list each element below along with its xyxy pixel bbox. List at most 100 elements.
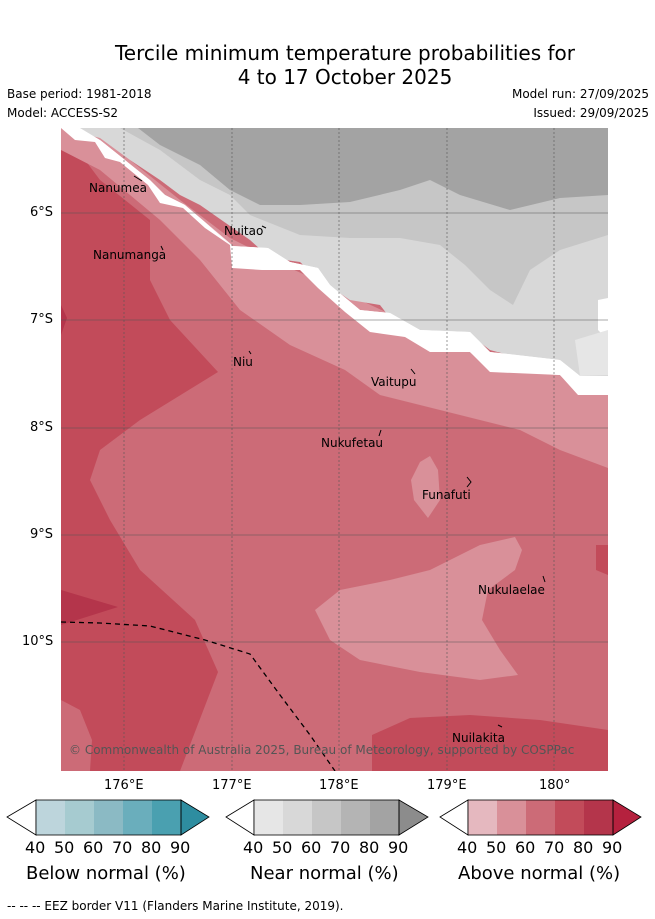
below-tick-80: 80: [141, 838, 162, 857]
below-tick-90: 90: [170, 838, 191, 857]
above-swatch-4: [584, 800, 613, 835]
below-outline: [35, 799, 182, 836]
place-nanumanga: Nanumanga: [93, 248, 167, 262]
near-normal-title: Near normal (%): [250, 863, 399, 884]
island-nukufetau: [378, 429, 382, 437]
place-funafuti: Funafuti: [422, 488, 471, 502]
above-tick-60: 60: [515, 838, 536, 857]
lat-label-9s: 9°S: [30, 527, 54, 542]
place-nuilakita: Nuilakita: [452, 731, 505, 745]
island-vaitupu: [410, 368, 416, 375]
above-70-80-zone-east: [596, 545, 608, 575]
lat-label-10s: 10°S: [22, 634, 54, 649]
above-50-60-zone-south: [315, 537, 522, 680]
above-outline: [467, 799, 614, 836]
above-normal-title: Above normal (%): [458, 863, 621, 884]
below-swatch-3: [123, 800, 152, 835]
model-name: Model: ACCESS-S2: [7, 106, 119, 120]
near-tick-80: 80: [359, 838, 380, 857]
lat-label-7s: 7°S: [30, 312, 54, 327]
base-period: Base period: 1981-2018: [7, 87, 152, 101]
lon-label-177: 177°E: [212, 778, 252, 793]
model-run: Model run: 27/09/2025: [511, 87, 649, 101]
near-swatch-2: [312, 800, 341, 835]
above-swatch-3: [555, 800, 584, 835]
island-nuitao: [261, 225, 267, 229]
near-swatch-0: [254, 800, 283, 835]
below-swatch-4: [152, 800, 181, 835]
place-niu: Niu: [233, 355, 253, 369]
island-funafuti: [466, 476, 472, 488]
lon-label-178: 178°E: [319, 778, 359, 793]
below-lower-arrow: [6, 799, 37, 836]
island-nukulaelae: [542, 575, 546, 583]
above-tick-50: 50: [486, 838, 507, 857]
above-50-60-patch: [411, 456, 440, 518]
grid-lines: [123, 128, 555, 771]
above-70-80-zone-south: [372, 715, 608, 771]
near-40-50-patch: [575, 330, 608, 376]
above-tick-40: 40: [457, 838, 478, 857]
near-80-90-zone: [138, 128, 608, 210]
map-title-line1: Tercile minimum temperature probabilitie…: [114, 41, 576, 65]
near-swatch-4: [370, 800, 399, 835]
lat-label-6s: 6°S: [30, 205, 54, 220]
above-tick-70: 70: [544, 838, 565, 857]
below-normal-title: Below normal (%): [26, 863, 186, 884]
near-swatch-1: [283, 800, 312, 835]
lon-label-180: 180°: [539, 778, 571, 793]
place-nanumea: Nanumea: [89, 181, 147, 195]
near-tick-90: 90: [388, 838, 409, 857]
colorbar-above: [439, 799, 642, 836]
above-80-90-zone-west: [61, 590, 118, 625]
copyright-notice: © Commonwealth of Australia 2025, Bureau…: [69, 743, 575, 757]
eez-footnote: -- -- -- EEZ border V11 (Flanders Marine…: [7, 899, 344, 913]
island-nanumea: [133, 175, 143, 182]
above-upper-arrow: [612, 799, 642, 836]
near-tick-50: 50: [272, 838, 293, 857]
above-tick-80: 80: [573, 838, 594, 857]
place-nuitao: Nuitao: [224, 224, 264, 238]
near-lower-arrow: [225, 799, 255, 836]
issued-date: Issued: 29/09/2025: [533, 106, 649, 120]
near-tick-70: 70: [330, 838, 351, 857]
below-upper-arrow: [180, 799, 210, 836]
islands: [133, 175, 546, 728]
above-swatch-2: [526, 800, 555, 835]
near-swatch-3: [341, 800, 370, 835]
near-tick-60: 60: [301, 838, 322, 857]
lat-label-8s: 8°S: [30, 420, 54, 435]
lon-label-176: 176°E: [104, 778, 144, 793]
near-low-patch: [598, 298, 608, 340]
below-swatch-1: [65, 800, 94, 835]
eez-border: [61, 621, 336, 771]
place-nukufetau: Nukufetau: [321, 436, 384, 450]
colorbar-below: [6, 799, 210, 836]
above-lower-arrow: [439, 799, 469, 836]
place-nukulaelae: Nukulaelae: [478, 583, 545, 597]
above-tick-90: 90: [602, 838, 623, 857]
map-contours: [61, 128, 608, 771]
colorbar-near: [225, 799, 429, 836]
lon-label-179: 179°E: [427, 778, 467, 793]
near-outline: [253, 799, 400, 836]
near-upper-arrow: [398, 799, 429, 836]
above-swatch-0: [468, 800, 497, 835]
near-tick-40: 40: [243, 838, 264, 857]
island-nuilakita: [497, 724, 503, 728]
below-tick-60: 60: [83, 838, 104, 857]
above-60-70-zone-sw: [61, 700, 92, 771]
below-tick-50: 50: [54, 838, 75, 857]
below-swatch-0: [36, 800, 65, 835]
island-niu: [248, 350, 252, 355]
grid-lat-lines: [61, 212, 608, 643]
island-nanumanga: [160, 245, 164, 251]
below-swatch-2: [94, 800, 123, 835]
below-tick-40: 40: [25, 838, 46, 857]
below-tick-70: 70: [112, 838, 133, 857]
place-vaitupu: Vaitupu: [371, 375, 417, 389]
map-title-line2: 4 to 17 October 2025: [237, 65, 453, 89]
no-forecast-edge: [61, 128, 608, 395]
above-swatch-1: [497, 800, 526, 835]
